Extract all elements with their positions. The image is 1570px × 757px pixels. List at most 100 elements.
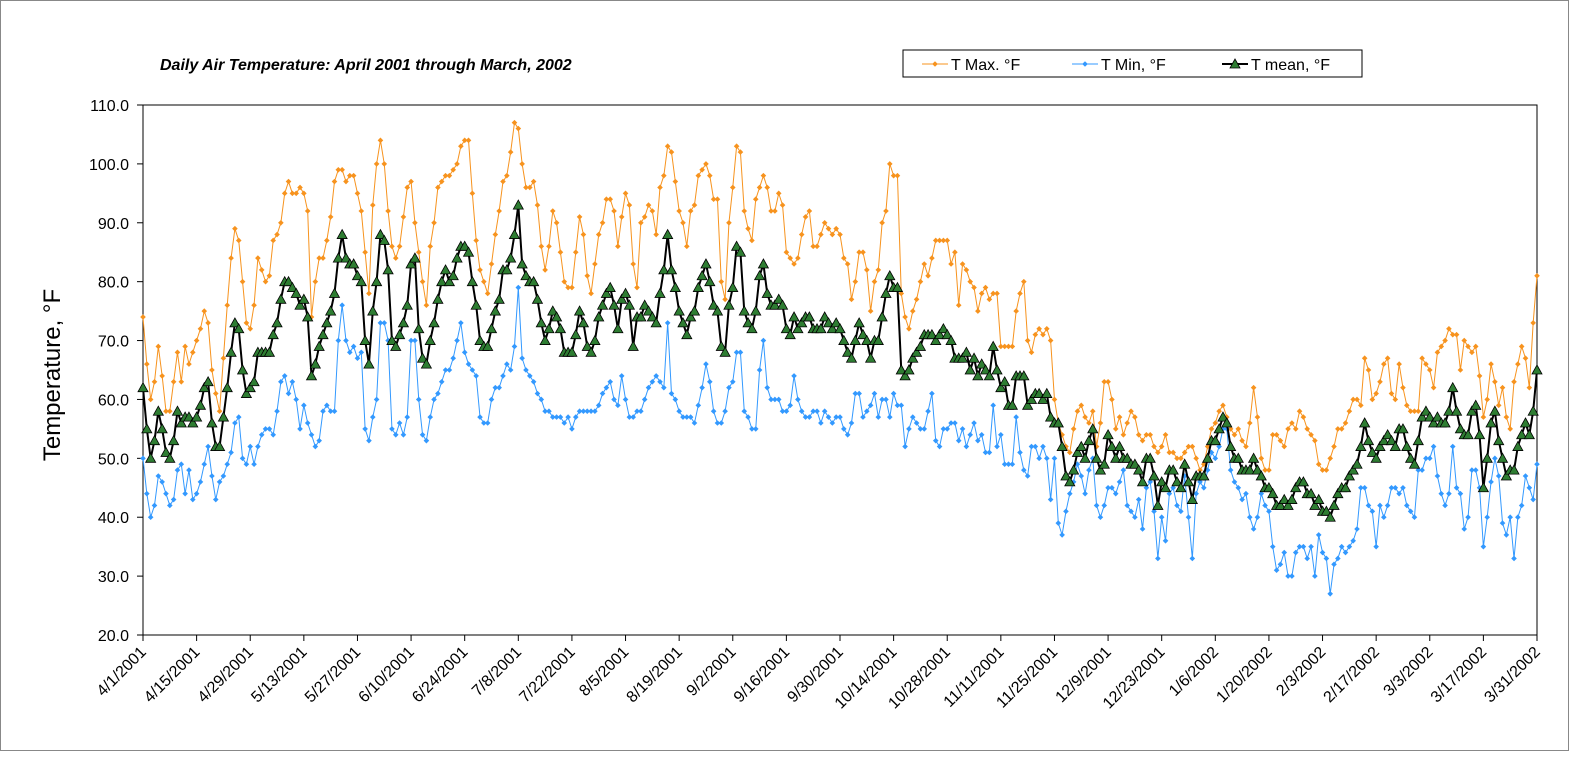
data-point bbox=[726, 219, 732, 226]
data-point bbox=[1277, 561, 1284, 568]
legend-label: T mean, °F bbox=[1251, 57, 1330, 74]
data-point bbox=[680, 219, 686, 226]
data-point bbox=[573, 305, 586, 316]
data-point bbox=[769, 299, 781, 310]
data-point bbox=[1086, 467, 1092, 473]
data-point bbox=[841, 255, 847, 261]
data-point bbox=[722, 296, 728, 303]
data-point bbox=[205, 443, 211, 450]
data-point bbox=[1392, 396, 1399, 403]
data-point bbox=[1033, 387, 1045, 398]
data-point bbox=[814, 408, 820, 415]
data-point bbox=[186, 361, 192, 367]
data-point bbox=[405, 258, 417, 269]
data-point bbox=[1231, 431, 1238, 438]
data-point bbox=[1274, 499, 1287, 510]
data-point bbox=[201, 308, 208, 314]
data-point bbox=[1512, 440, 1524, 451]
data-point bbox=[1040, 443, 1046, 450]
data-point bbox=[1439, 417, 1451, 428]
data-point bbox=[451, 252, 463, 263]
data-point bbox=[1277, 437, 1284, 444]
data-point bbox=[1434, 349, 1441, 356]
data-point bbox=[1151, 508, 1157, 515]
data-point bbox=[1415, 467, 1422, 473]
data-point bbox=[710, 408, 717, 415]
data-point bbox=[438, 178, 445, 185]
data-point bbox=[1319, 549, 1326, 556]
data-point bbox=[1282, 499, 1294, 510]
data-point bbox=[796, 317, 808, 328]
data-point bbox=[580, 231, 587, 238]
data-point bbox=[1335, 555, 1341, 562]
data-point bbox=[182, 343, 188, 350]
data-point bbox=[945, 334, 957, 345]
data-point bbox=[1484, 396, 1491, 403]
data-point bbox=[1338, 426, 1345, 432]
data-point bbox=[209, 367, 215, 373]
data-point bbox=[155, 473, 162, 479]
data-point bbox=[1093, 502, 1100, 509]
data-point bbox=[1105, 484, 1111, 491]
data-point bbox=[512, 199, 524, 210]
data-point bbox=[263, 346, 276, 357]
data-point bbox=[1113, 440, 1126, 451]
data-point bbox=[668, 149, 675, 155]
data-point bbox=[687, 208, 694, 214]
data-point bbox=[488, 396, 495, 403]
data-point bbox=[187, 417, 199, 428]
data-point bbox=[1312, 573, 1318, 579]
data-point bbox=[1518, 343, 1525, 350]
data-point bbox=[746, 322, 758, 334]
data-point bbox=[1384, 502, 1391, 509]
data-point bbox=[787, 255, 794, 261]
data-point bbox=[1258, 490, 1265, 497]
data-point bbox=[1342, 420, 1349, 426]
data-point bbox=[301, 311, 314, 322]
data-point bbox=[443, 275, 456, 287]
data-point bbox=[542, 408, 548, 415]
data-point bbox=[313, 340, 325, 351]
data-point bbox=[147, 396, 154, 403]
data-point bbox=[1355, 440, 1367, 451]
data-point bbox=[343, 337, 349, 344]
data-point bbox=[152, 405, 164, 416]
data-point bbox=[447, 269, 459, 281]
data-point bbox=[719, 346, 731, 357]
data-point bbox=[1346, 408, 1353, 415]
data-point bbox=[1400, 484, 1406, 491]
data-point bbox=[1476, 373, 1483, 379]
data-point bbox=[209, 473, 215, 479]
data-point bbox=[657, 184, 663, 191]
data-point bbox=[1171, 476, 1183, 487]
data-point bbox=[1175, 481, 1187, 493]
data-point bbox=[976, 358, 988, 369]
data-point bbox=[515, 284, 522, 291]
data-point bbox=[1516, 428, 1528, 440]
data-point bbox=[262, 278, 269, 285]
data-point bbox=[898, 290, 905, 297]
data-point bbox=[1198, 470, 1210, 481]
data-point bbox=[189, 496, 196, 503]
data-point bbox=[876, 311, 888, 322]
data-point bbox=[1246, 514, 1253, 521]
data-point bbox=[1079, 452, 1091, 463]
data-point bbox=[258, 267, 265, 273]
data-point bbox=[837, 231, 843, 238]
data-point bbox=[477, 414, 483, 420]
data-point bbox=[1496, 452, 1509, 463]
data-point bbox=[258, 431, 265, 438]
data-point bbox=[963, 267, 970, 273]
data-point bbox=[1416, 411, 1428, 422]
data-point bbox=[147, 514, 154, 521]
data-point bbox=[775, 190, 782, 197]
data-point bbox=[1531, 364, 1543, 375]
data-point bbox=[1358, 484, 1364, 491]
data-point bbox=[1139, 437, 1146, 444]
data-point bbox=[1110, 452, 1122, 463]
data-point bbox=[952, 249, 958, 256]
data-point bbox=[1304, 555, 1311, 562]
data-point bbox=[917, 278, 924, 285]
data-point bbox=[860, 414, 866, 420]
y-axis-label: Temperature, °F bbox=[39, 289, 66, 461]
